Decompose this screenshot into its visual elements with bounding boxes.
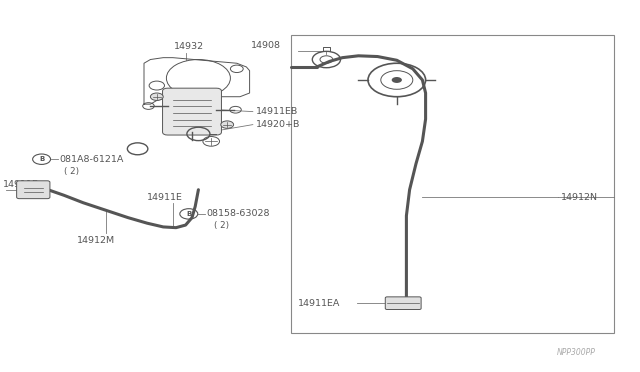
Bar (291, 35, 614, 333)
Text: 14911EB: 14911EB (256, 107, 298, 116)
FancyBboxPatch shape (385, 297, 421, 310)
FancyBboxPatch shape (17, 181, 50, 199)
Text: ( 2): ( 2) (64, 167, 79, 176)
Text: 14932: 14932 (173, 42, 204, 51)
Text: 14911E: 14911E (3, 180, 39, 189)
Circle shape (221, 121, 234, 128)
Text: 14911EA: 14911EA (298, 299, 340, 308)
Circle shape (392, 77, 402, 83)
Text: 14908: 14908 (251, 41, 281, 50)
FancyBboxPatch shape (163, 88, 221, 135)
Circle shape (150, 93, 163, 100)
Text: 08158-63028: 08158-63028 (207, 209, 270, 218)
Text: 14920+B: 14920+B (256, 120, 300, 129)
Text: ( 2): ( 2) (214, 221, 230, 230)
Text: 081A8-6121A: 081A8-6121A (60, 155, 124, 164)
Text: B: B (186, 211, 191, 217)
Text: B: B (39, 156, 44, 162)
Text: 14911E: 14911E (147, 193, 183, 202)
Text: 14912M: 14912M (77, 236, 115, 245)
Text: 14912N: 14912N (561, 193, 598, 202)
Text: NPP300PP: NPP300PP (557, 348, 596, 357)
